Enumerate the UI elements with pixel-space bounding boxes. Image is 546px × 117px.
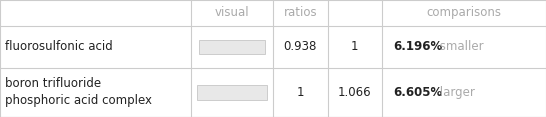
Text: boron trifluoride
phosphoric acid complex: boron trifluoride phosphoric acid comple… <box>5 77 152 107</box>
Text: 0.938: 0.938 <box>283 40 317 53</box>
Text: 6.605%: 6.605% <box>393 86 442 99</box>
Text: smaller: smaller <box>436 40 483 53</box>
Text: ratios: ratios <box>283 6 317 19</box>
Text: 1: 1 <box>296 86 304 99</box>
Text: 1: 1 <box>351 40 359 53</box>
Bar <box>199 40 265 54</box>
Text: 6.196%: 6.196% <box>393 40 442 53</box>
Text: 1.066: 1.066 <box>338 86 372 99</box>
Text: fluorosulfonic acid: fluorosulfonic acid <box>5 40 113 53</box>
Text: comparisons: comparisons <box>426 6 502 19</box>
Text: larger: larger <box>436 86 474 99</box>
Bar <box>197 85 267 100</box>
Text: visual: visual <box>215 6 250 19</box>
